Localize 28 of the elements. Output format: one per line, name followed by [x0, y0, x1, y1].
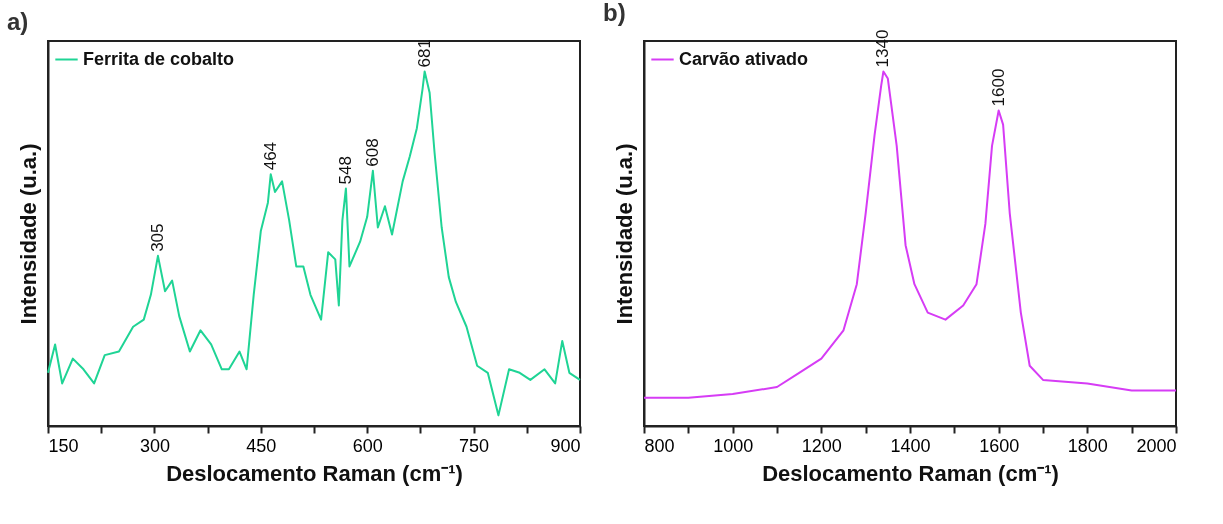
x-tick-label: 300 [139, 435, 170, 456]
x-tick-label: 1600 [979, 435, 1020, 456]
x-tick-label: 750 [459, 435, 490, 456]
x-axis-title: Deslocamento Raman (cm⁻¹) [762, 460, 1059, 486]
legend-label: Carvão ativado [679, 48, 809, 69]
y-axis-title: Intensidade (u.a.) [15, 143, 41, 325]
legend-label: Ferrita de cobalto [83, 48, 235, 69]
chart-title: a) [7, 8, 29, 36]
x-axis-title: Deslocamento Raman (cm⁻¹) [166, 460, 463, 486]
annotation: 608 [362, 138, 382, 167]
annotation: 548 [335, 156, 355, 185]
x-tick-label: 900 [550, 435, 581, 456]
x-tick-label: 1800 [1067, 435, 1108, 456]
annotation: 681 [414, 39, 434, 68]
annotation: 1600 [988, 68, 1008, 107]
x-tick-label: 600 [352, 435, 383, 456]
annotation: 1340 [873, 29, 893, 68]
x-tick-label: 450 [246, 435, 277, 456]
annotation: 464 [260, 141, 280, 171]
x-tick-label: 1000 [713, 435, 754, 456]
annotation: 305 [147, 223, 167, 252]
y-axis-title: Intensidade (u.a.) [611, 143, 637, 325]
x-tick-label: 150 [48, 435, 79, 456]
x-tick-label: 1400 [890, 435, 931, 456]
x-tick-label: 2000 [1136, 435, 1177, 456]
x-tick-label: 800 [644, 435, 675, 456]
x-tick-label: 1200 [801, 435, 842, 456]
chart-title: b) [603, 0, 626, 26]
